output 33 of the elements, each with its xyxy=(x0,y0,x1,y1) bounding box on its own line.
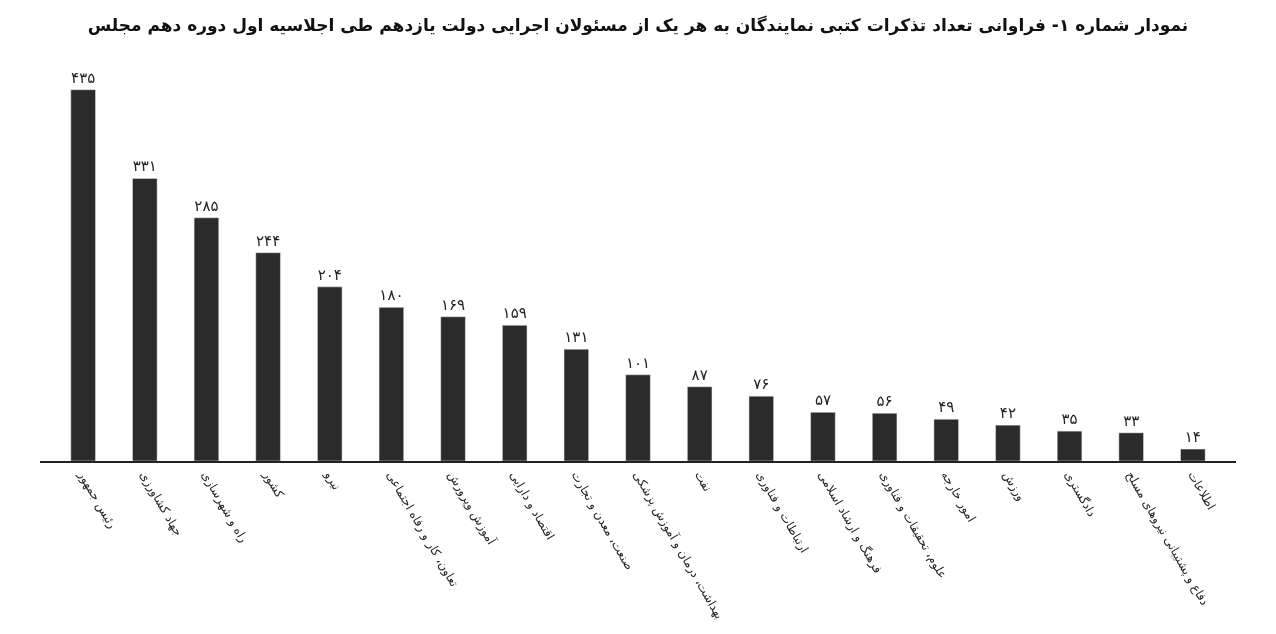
data-label: ۸۷ xyxy=(691,365,708,384)
data-label: ۲۸۵ xyxy=(194,196,219,215)
data-label: ۳۵ xyxy=(1061,410,1078,429)
x-tick-label: جهاد کشاورزی xyxy=(136,468,186,540)
data-label: ۳۳ xyxy=(1123,411,1140,430)
x-tick-label: نفت xyxy=(691,468,715,495)
data-label: ۱۵۹ xyxy=(502,304,527,323)
x-tick-label: اطلاعات xyxy=(1185,468,1219,513)
data-label: ۴۲ xyxy=(999,404,1016,423)
data-label: ۲۴۴ xyxy=(256,231,281,250)
data-label: ۱۸۰ xyxy=(379,286,404,305)
x-tick-label: ارتباطات و فناوری xyxy=(752,468,812,556)
x-tick-label: اقتصاد و دارایی xyxy=(506,468,558,543)
data-label: ۲۰۴ xyxy=(317,265,342,284)
x-tick-label: ورزش xyxy=(999,468,1029,504)
data-label: ۱۴ xyxy=(1184,428,1201,447)
data-label: ۱۳۱ xyxy=(564,328,589,347)
data-label: ۳۳۱ xyxy=(132,157,157,176)
chart-title: نمودار شماره ۱- فراوانی تعداد تذکرات کتبی نمایندگان به هر یک از مسئولان اجرایی دولت یازدهم طی اجلاسیه اول دوره دهم مجلس xyxy=(87,14,1189,36)
data-label: ۱۶۹ xyxy=(440,295,466,314)
data-label: ۴۹ xyxy=(938,398,955,417)
x-tick-label: کشور xyxy=(258,467,287,501)
data-label: ۴۳۵ xyxy=(71,68,96,87)
x-tick-label: دادگستری xyxy=(1060,468,1099,520)
data-label: ۵۷ xyxy=(814,391,832,410)
x-tick-label: امور خارجه xyxy=(937,468,979,525)
x-tick-label: آموزش وپرورش xyxy=(444,468,500,548)
x-tick-label: نیرو xyxy=(320,467,344,493)
x-tick-label: رئیس جمهور xyxy=(73,467,120,532)
data-label: ۵۶ xyxy=(876,392,893,411)
x-tick-label: راه و شهرسازی xyxy=(197,468,251,546)
data-label: ۱۰۱ xyxy=(625,353,651,372)
data-label: ۷۶ xyxy=(753,375,770,394)
